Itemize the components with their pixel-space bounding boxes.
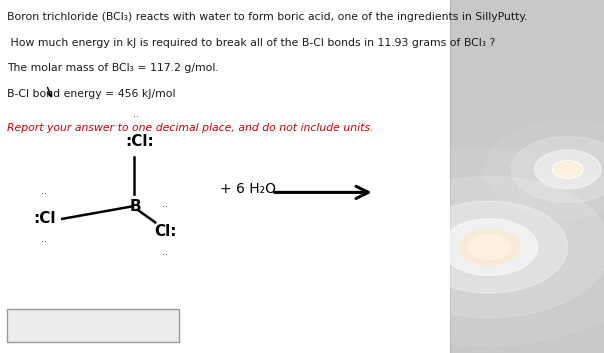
Text: Boron trichloride (BCl₃) reacts with water to form boric acid, one of the ingred: Boron trichloride (BCl₃) reacts with wat… (7, 12, 528, 22)
Circle shape (368, 176, 604, 318)
Text: + 6 H₂O: + 6 H₂O (220, 182, 277, 196)
Text: ··: ·· (133, 113, 139, 122)
Text: Cl:: Cl: (154, 224, 176, 239)
FancyBboxPatch shape (7, 309, 179, 342)
Circle shape (411, 201, 568, 293)
Text: ··: ·· (41, 238, 47, 247)
Circle shape (553, 161, 583, 178)
Text: B-Cl bond energy = 456 kJ/mol: B-Cl bond energy = 456 kJ/mol (7, 89, 176, 98)
Text: Report your answer to one decimal place, and do not include units.: Report your answer to one decimal place,… (7, 123, 374, 133)
Bar (0, 0, 450, 353)
Text: The molar mass of BCl₃ = 117.2 g/mol.: The molar mass of BCl₃ = 117.2 g/mol. (7, 63, 219, 73)
Text: ··: ·· (41, 191, 47, 199)
Circle shape (484, 121, 604, 218)
Circle shape (459, 229, 519, 265)
Text: :Cl:: :Cl: (125, 134, 154, 149)
Text: B: B (130, 199, 141, 214)
Text: ··: ·· (162, 203, 168, 212)
Circle shape (320, 148, 604, 346)
Text: How much energy in kJ is required to break all of the B-Cl bonds in 11.93 grams : How much energy in kJ is required to bre… (7, 38, 495, 48)
Circle shape (441, 219, 538, 275)
Circle shape (535, 150, 601, 189)
Circle shape (511, 137, 604, 202)
Circle shape (468, 235, 510, 259)
Text: :Cl: :Cl (33, 211, 56, 226)
Text: ··: ·· (162, 251, 168, 259)
Circle shape (554, 162, 581, 177)
